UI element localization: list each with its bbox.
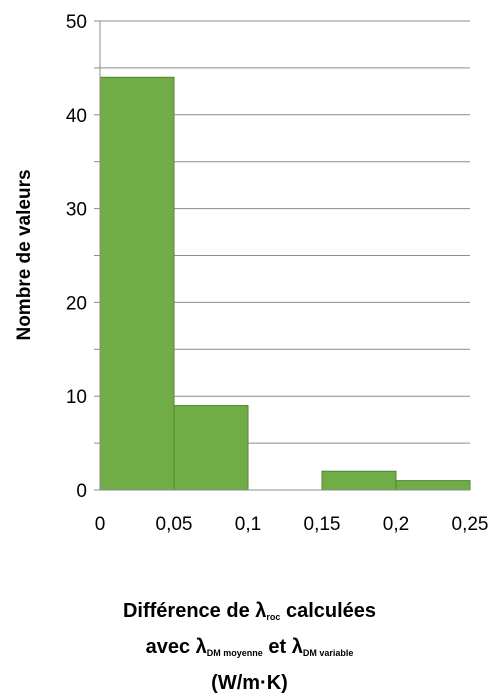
x-axis-label-line-1: Différence de λroc calculées (122, 600, 377, 622)
x-tick-label: 0,15 (304, 514, 341, 535)
histogram-bar (321, 470, 397, 491)
y-tick-label: 40 (66, 106, 87, 127)
histogram-bar (173, 405, 249, 491)
x-tick-labels: 0 0,05 0,1 0,15 0,2 0,25 (95, 514, 489, 535)
histogram-chart: 0 10 20 30 40 50 0 0,05 0,1 0,15 0,2 0,25 Nombre d… (14, 12, 489, 535)
x-tick-label: 0,1 (235, 514, 261, 535)
x-tick-label: 0,25 (452, 514, 489, 535)
x-tick-label: 0,2 (383, 514, 409, 535)
x-axis-label-line-2: avec λDM moyenne et λDM variable (145, 636, 354, 658)
histogram-bars (99, 76, 471, 491)
y-tick-label: 0 (76, 481, 87, 502)
histogram-bar (99, 76, 175, 491)
x-axis-label-line-3: (W/m·K) (211, 672, 288, 694)
y-tick-label: 50 (66, 12, 87, 33)
x-tick-label: 0,05 (156, 514, 193, 535)
y-tick-label: 10 (66, 387, 87, 408)
y-axis-label: Nombre de valeurs (14, 169, 35, 340)
x-axis-label: Différence de λroc calculées avec λDM mo… (0, 596, 499, 698)
x-tick-label: 0 (95, 514, 106, 535)
y-tick-label: 30 (66, 200, 87, 221)
axes (94, 20, 470, 491)
y-tick-label: 20 (66, 293, 87, 314)
y-tick-labels: 0 10 20 30 40 50 (66, 12, 87, 502)
histogram-bar (395, 480, 471, 491)
